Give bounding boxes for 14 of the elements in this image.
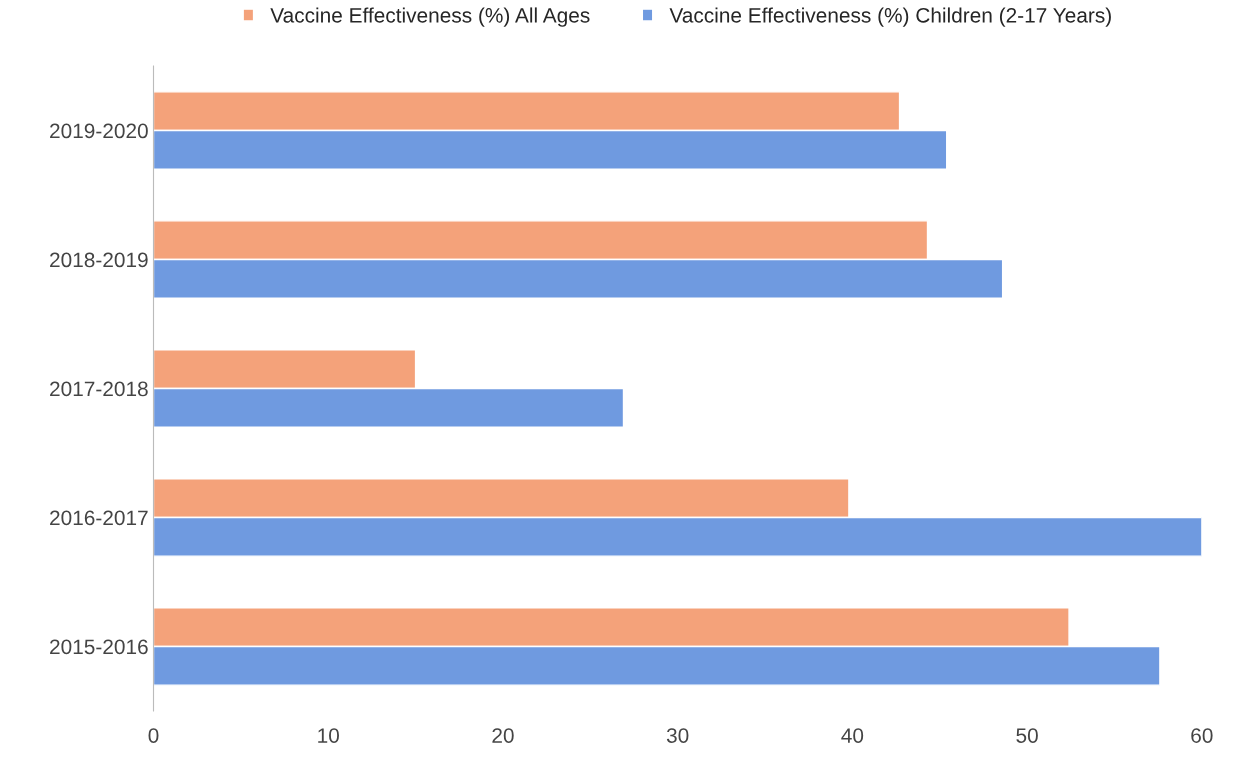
legend-label: Vaccine Effectiveness (%) All Ages <box>270 7 590 27</box>
y-tick-label: 2016-2017 <box>50 510 148 526</box>
x-tick-label: 40 <box>841 728 864 743</box>
x-tick-label: 30 <box>666 728 689 743</box>
y-tick-label: 2018-2019 <box>50 252 148 268</box>
x-tick-label: 50 <box>1016 728 1038 743</box>
x-tick-label: 20 <box>492 728 514 743</box>
x-tick-label: 60 <box>1191 728 1213 743</box>
x-tick-label: 0 <box>148 728 159 743</box>
y-tick-label: 2015-2016 <box>50 639 148 655</box>
x-tick-label: 10 <box>318 728 339 743</box>
y-tick-label: 2019-2020 <box>50 123 148 139</box>
y-tick-label: 2017-2018 <box>50 381 148 397</box>
legend-label: Vaccine Effectiveness (%) Children (2-17 Years) <box>669 7 1111 27</box>
